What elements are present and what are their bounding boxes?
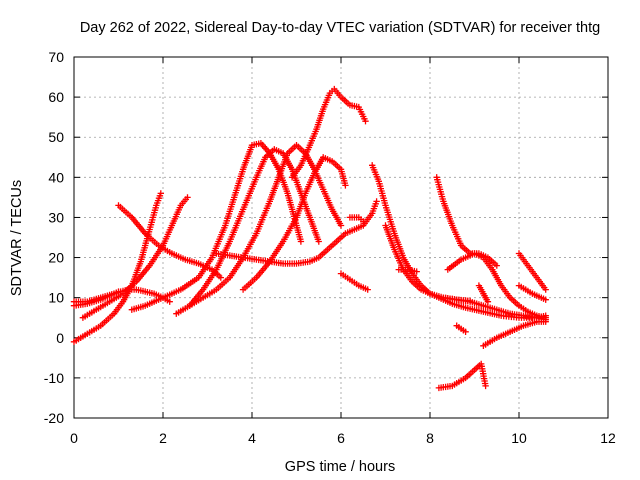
y-axis-label: SDTVAR / TECUs — [9, 180, 25, 296]
data-point — [466, 297, 474, 305]
grid — [74, 57, 608, 418]
data-point — [542, 286, 549, 293]
data-point — [157, 190, 164, 197]
y-tick-label: 20 — [48, 250, 64, 266]
data-series-17 — [433, 174, 500, 269]
data-series-19 — [435, 360, 489, 392]
data-point — [337, 222, 345, 229]
data-series-14 — [369, 162, 549, 321]
data-point — [493, 262, 500, 269]
data-point — [342, 182, 349, 189]
x-tick-label: 4 — [248, 430, 256, 446]
y-tick-label: 40 — [48, 169, 64, 185]
axis-ticks — [73, 56, 609, 419]
data-series-5 — [115, 202, 224, 281]
data-point — [462, 328, 469, 335]
data-series-8 — [186, 142, 345, 309]
data-series-23 — [515, 250, 549, 293]
data-series-21 — [480, 318, 549, 349]
data-series-22 — [475, 282, 492, 305]
y-tick-label: 50 — [48, 129, 64, 145]
data-point — [362, 118, 369, 125]
data-series-10 — [239, 154, 349, 293]
x-tick-label: 6 — [337, 430, 345, 446]
data-series-20 — [453, 322, 469, 335]
y-tick-label: 0 — [56, 330, 64, 346]
data-series-9 — [213, 198, 380, 267]
chart-title: Day 262 of 2022, Sidereal Day-to-day VTE… — [80, 20, 600, 36]
data-point — [360, 218, 367, 225]
data-series-4 — [79, 194, 191, 321]
x-tick-label: 0 — [70, 430, 78, 446]
data-series-11 — [288, 85, 369, 181]
data-point — [315, 238, 322, 245]
data-marks — [70, 85, 549, 392]
data-point — [217, 274, 224, 281]
data-series-24 — [515, 282, 549, 303]
y-tick-label: -10 — [44, 370, 64, 386]
data-point — [542, 296, 549, 303]
data-point — [184, 194, 191, 201]
data-point — [373, 198, 380, 205]
data-point — [297, 238, 305, 245]
data-series-7 — [173, 146, 322, 317]
y-tick-label: 10 — [48, 290, 64, 306]
x-tick-label: 8 — [426, 430, 434, 446]
data-point — [166, 298, 173, 305]
x-tick-label: 10 — [511, 430, 527, 446]
data-series-16 — [395, 266, 420, 275]
data-series-18 — [444, 250, 549, 321]
data-point — [542, 318, 549, 325]
x-axis-label: GPS time / hours — [285, 459, 395, 475]
data-series-25 — [440, 294, 474, 305]
y-tick-label: 60 — [48, 89, 64, 105]
data-point — [484, 298, 492, 305]
data-series-13 — [346, 214, 367, 225]
y-tick-label: -20 — [44, 410, 64, 426]
data-point — [413, 268, 420, 275]
y-tick-label: 70 — [48, 49, 64, 65]
data-point — [482, 382, 489, 390]
data-point — [364, 286, 371, 293]
y-tick-labels: -20 -10 0 10 20 30 40 50 60 70 — [44, 49, 64, 426]
data-series-3 — [70, 288, 122, 309]
x-tick-label: 12 — [600, 430, 616, 446]
data-series-12 — [337, 270, 371, 293]
y-tick-label: 30 — [48, 209, 64, 225]
data-series-6 — [128, 140, 305, 313]
x-tick-label: 2 — [159, 430, 167, 446]
x-tick-labels: 0 2 4 6 8 10 12 — [70, 430, 616, 446]
